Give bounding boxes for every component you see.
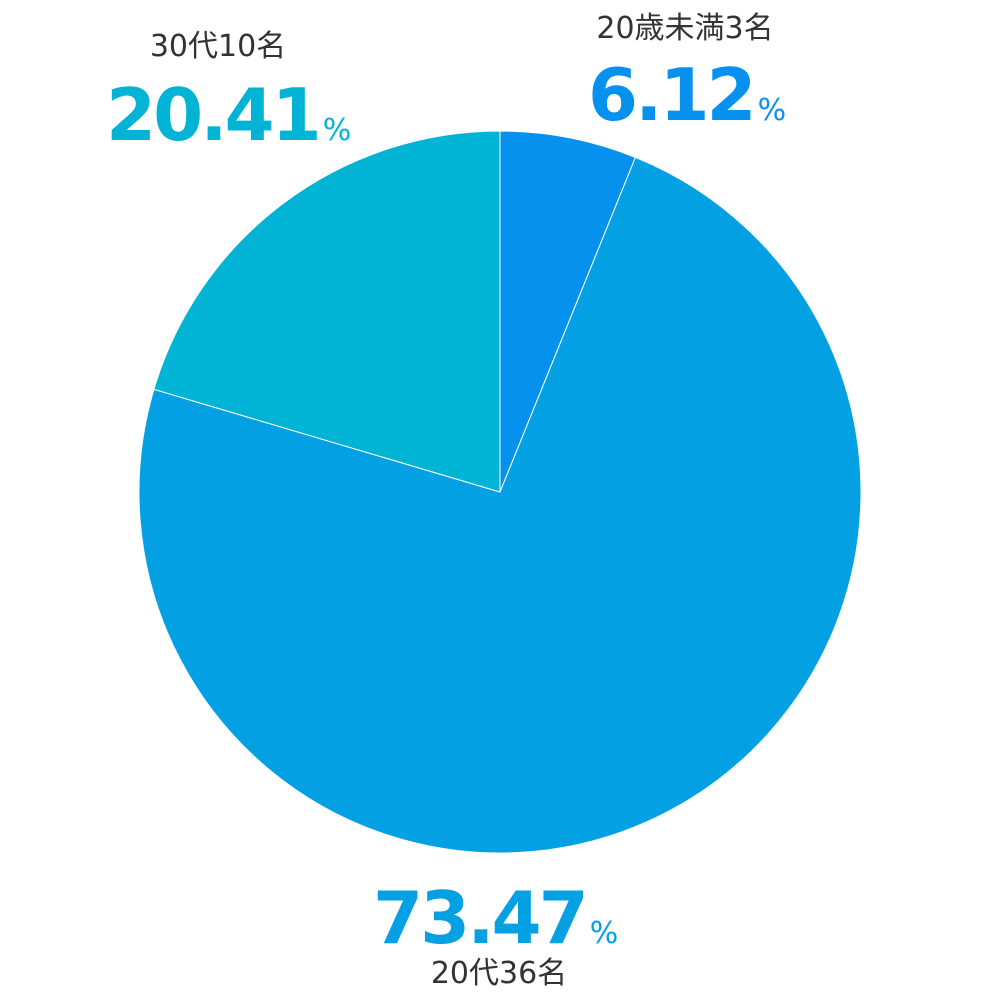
percent-label-20s: 73.47% — [373, 876, 618, 960]
pie-slices — [138, 130, 862, 854]
percent-value-under-20: 6.12 — [588, 53, 754, 137]
category-label-30s: 30代10名 — [150, 29, 286, 64]
percent-value-20s: 73.47 — [373, 876, 586, 960]
percent-unit-20s: % — [590, 916, 619, 951]
percent-label-under-20: 6.12% — [588, 53, 786, 137]
pie-slice-30s — [153, 130, 501, 493]
percent-value-30s: 20.41 — [106, 73, 319, 157]
pie-slice-under-20 — [499, 130, 637, 493]
category-label-20s: 20代36名 — [431, 956, 567, 991]
pie-slice-20s — [138, 156, 862, 854]
percent-unit-30s: % — [323, 113, 352, 148]
percent-label-30s: 20.41% — [106, 73, 351, 157]
category-label-under-20: 20歳未満3名 — [596, 11, 773, 46]
percent-unit-under-20: % — [758, 93, 787, 128]
